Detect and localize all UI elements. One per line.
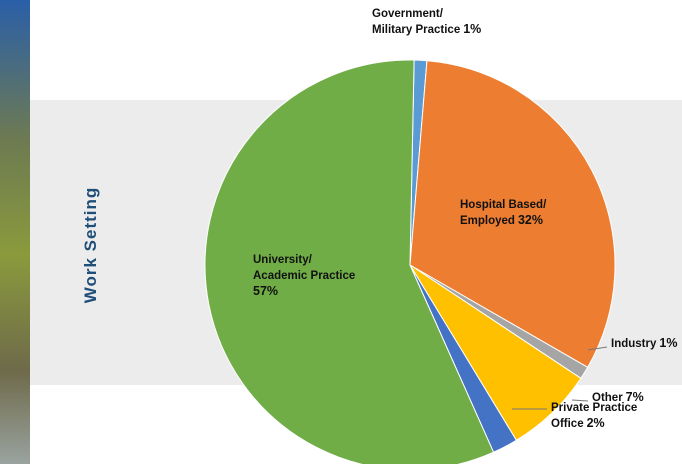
category-label: Hospital Based/ [460, 199, 547, 211]
chart-title: Work Setting [81, 187, 100, 304]
category-label: Government/ [372, 8, 444, 20]
category-label: Office [551, 418, 584, 430]
slice-label: Other 7% [592, 390, 644, 404]
photo-strip [0, 0, 30, 464]
value-label: 57% [253, 284, 278, 298]
value-label: 2% [587, 416, 605, 430]
category-label: University/ [253, 254, 313, 266]
pie-slice [204, 59, 495, 464]
category-label: Other [592, 392, 623, 404]
category-label: Employed [460, 215, 515, 227]
pie-slice [409, 60, 616, 369]
value-label: 1% [463, 22, 481, 36]
slice-label: Hospital Based/Employed 32% [460, 199, 547, 227]
category-label: Military Practice [372, 24, 460, 36]
leader-line [571, 399, 589, 402]
category-label: Industry [611, 338, 657, 350]
leader-line [587, 346, 608, 351]
slice-label: Government/Military Practice 1% [372, 8, 481, 36]
slice-label: Industry 1% [611, 336, 677, 350]
slice-label: Private Practice Office 2% [551, 402, 637, 430]
slice-label: University/Academic Practice 57% [253, 254, 355, 298]
category-label: Academic Practice [253, 270, 355, 282]
value-label: 1% [659, 336, 677, 350]
category-label: Private Practice [551, 402, 637, 414]
value-label: 7% [626, 390, 644, 404]
value-label: 32% [518, 213, 543, 227]
